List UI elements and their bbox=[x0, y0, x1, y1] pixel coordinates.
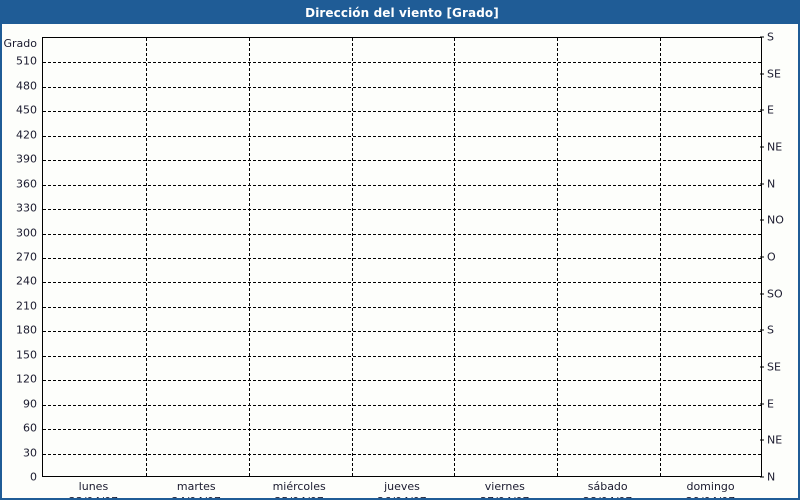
y-axis-tick-label: 390 bbox=[16, 152, 37, 166]
y-axis-right-tick-label: E bbox=[767, 103, 774, 117]
y-axis-right-tick-label: SE bbox=[767, 67, 781, 81]
grid-line-horizontal bbox=[43, 111, 761, 113]
y-axis-tick-label: 300 bbox=[16, 226, 37, 240]
grid-line-vertical bbox=[660, 38, 662, 476]
grid-line-vertical bbox=[454, 38, 456, 476]
y-axis-tick-label: 240 bbox=[16, 274, 37, 288]
y-axis-tick-label: 360 bbox=[16, 177, 37, 191]
grid-line-horizontal bbox=[43, 355, 761, 357]
plot-region bbox=[42, 37, 762, 477]
y-axis-right-tick-mark bbox=[760, 329, 764, 331]
y-axis-tick-label: 0 bbox=[30, 470, 37, 484]
y-axis-left: Grado 510 480 450 420 390 360 330 300 270 240 210 1… bbox=[2, 37, 39, 484]
y-axis-right-tick-label: N bbox=[767, 177, 776, 191]
y-axis-right-tick-mark bbox=[760, 219, 764, 221]
y-axis-right-tick-mark bbox=[760, 476, 764, 478]
y-axis-tick-label: 90 bbox=[23, 397, 37, 411]
y-axis-right-tick-label: NO bbox=[767, 213, 784, 227]
y-axis-right: S SE E NE N NO O SO S SE E NE N bbox=[760, 31, 798, 484]
y-axis-tick-label: 60 bbox=[23, 421, 37, 435]
grid-line-horizontal bbox=[43, 380, 761, 382]
x-axis: lunes23/04/07 martes24/04/07 miércoles25/0… bbox=[42, 479, 762, 498]
y-axis-right-tick-label: NE bbox=[767, 433, 783, 447]
x-axis-day-name: jueves bbox=[384, 480, 420, 493]
y-axis-tick-label: 150 bbox=[16, 348, 37, 362]
y-axis-unit-label: Grado bbox=[3, 37, 38, 50]
y-axis-right-tick-mark bbox=[760, 109, 764, 111]
grid-line-horizontal bbox=[43, 135, 761, 137]
grid-line-horizontal bbox=[43, 282, 761, 284]
y-axis-right-tick-label: S bbox=[767, 30, 774, 44]
x-axis-day-name: martes bbox=[176, 480, 216, 493]
y-axis-right-tick-label: NE bbox=[767, 140, 783, 154]
grid-line-horizontal bbox=[43, 160, 761, 162]
x-axis-day-name: sábado bbox=[587, 480, 628, 493]
x-axis-tick-label: lunes23/04/07 bbox=[69, 479, 118, 498]
y-axis-right-tick-mark bbox=[760, 366, 764, 368]
y-axis-right-tick-label: O bbox=[767, 250, 776, 264]
y-axis-right-tick-label: N bbox=[767, 470, 776, 484]
y-axis-tick-label: 450 bbox=[16, 103, 37, 117]
y-axis-tick-label: 270 bbox=[16, 250, 37, 264]
x-axis-day-date: 29/04/07 bbox=[686, 494, 735, 498]
grid-line-horizontal bbox=[43, 331, 761, 333]
grid-line-vertical bbox=[248, 38, 250, 476]
x-axis-day-date: 24/04/07 bbox=[172, 494, 221, 498]
y-axis-right-tick-mark bbox=[760, 183, 764, 185]
x-axis-day-name: viernes bbox=[484, 480, 525, 493]
grid-line-horizontal bbox=[43, 258, 761, 259]
grid-line-vertical bbox=[145, 38, 147, 476]
grid-line-horizontal bbox=[43, 306, 761, 308]
grid-line-horizontal bbox=[43, 429, 761, 431]
y-axis-right-tick-label: SE bbox=[767, 360, 781, 374]
grid-line-horizontal bbox=[43, 184, 761, 186]
x-axis-day-date: 28/04/07 bbox=[583, 494, 632, 498]
y-axis-right-tick-mark bbox=[760, 146, 764, 148]
y-axis-right-tick-mark bbox=[760, 36, 764, 38]
y-axis-right-tick-label: S bbox=[767, 323, 774, 337]
y-axis-tick-label: 210 bbox=[16, 299, 37, 313]
page-title: Dirección del viento [Grado] bbox=[305, 6, 499, 20]
x-axis-day-name: miércoles bbox=[272, 480, 326, 493]
y-axis-right-tick-mark bbox=[760, 439, 764, 441]
grid-line-horizontal bbox=[43, 209, 761, 211]
y-axis-tick-label: 30 bbox=[23, 446, 37, 460]
x-axis-tick-label: viernes27/04/07 bbox=[480, 479, 529, 498]
x-axis-tick-label: domingo29/04/07 bbox=[686, 479, 735, 498]
y-axis-tick-label: 120 bbox=[16, 372, 37, 386]
y-axis-tick-label: 330 bbox=[16, 201, 37, 215]
grid-line-horizontal bbox=[43, 233, 761, 235]
x-axis-tick-label: jueves26/04/07 bbox=[377, 479, 426, 498]
x-axis-day-name: lunes bbox=[78, 480, 109, 493]
y-axis-tick-label: 420 bbox=[16, 128, 37, 142]
y-axis-right-tick-label: E bbox=[767, 397, 774, 411]
y-axis-right-tick-mark bbox=[760, 73, 764, 75]
grid-line-vertical bbox=[557, 38, 559, 476]
x-axis-tick-label: sábado28/04/07 bbox=[583, 479, 632, 498]
grid-line-horizontal bbox=[43, 86, 761, 88]
y-axis-tick-label: 510 bbox=[16, 54, 37, 68]
y-axis-right-tick-mark bbox=[760, 293, 764, 295]
y-axis-tick-label: 180 bbox=[16, 323, 37, 337]
grid-line-horizontal bbox=[43, 453, 761, 455]
x-axis-day-date: 26/04/07 bbox=[377, 494, 426, 498]
grid-line-horizontal bbox=[43, 404, 761, 406]
y-axis-right-tick-mark bbox=[760, 403, 764, 405]
grid-line-horizontal bbox=[43, 62, 761, 64]
window-title-bar: Dirección del viento [Grado] bbox=[2, 2, 798, 24]
chart-area: Grado 510 480 450 420 390 360 330 300 270 240 210 1… bbox=[2, 24, 798, 498]
x-axis-day-name: domingo bbox=[686, 480, 735, 493]
y-axis-right-tick-mark bbox=[760, 256, 764, 258]
x-axis-day-date: 27/04/07 bbox=[480, 494, 529, 498]
x-axis-day-date: 23/04/07 bbox=[69, 494, 118, 498]
y-axis-tick-label: 480 bbox=[16, 79, 37, 93]
x-axis-tick-label: miércoles25/04/07 bbox=[272, 479, 326, 498]
grid-line-vertical bbox=[351, 38, 353, 476]
x-axis-day-date: 25/04/07 bbox=[273, 494, 326, 498]
y-axis-right-tick-label: SO bbox=[767, 287, 783, 301]
x-axis-tick-label: martes24/04/07 bbox=[172, 479, 221, 498]
